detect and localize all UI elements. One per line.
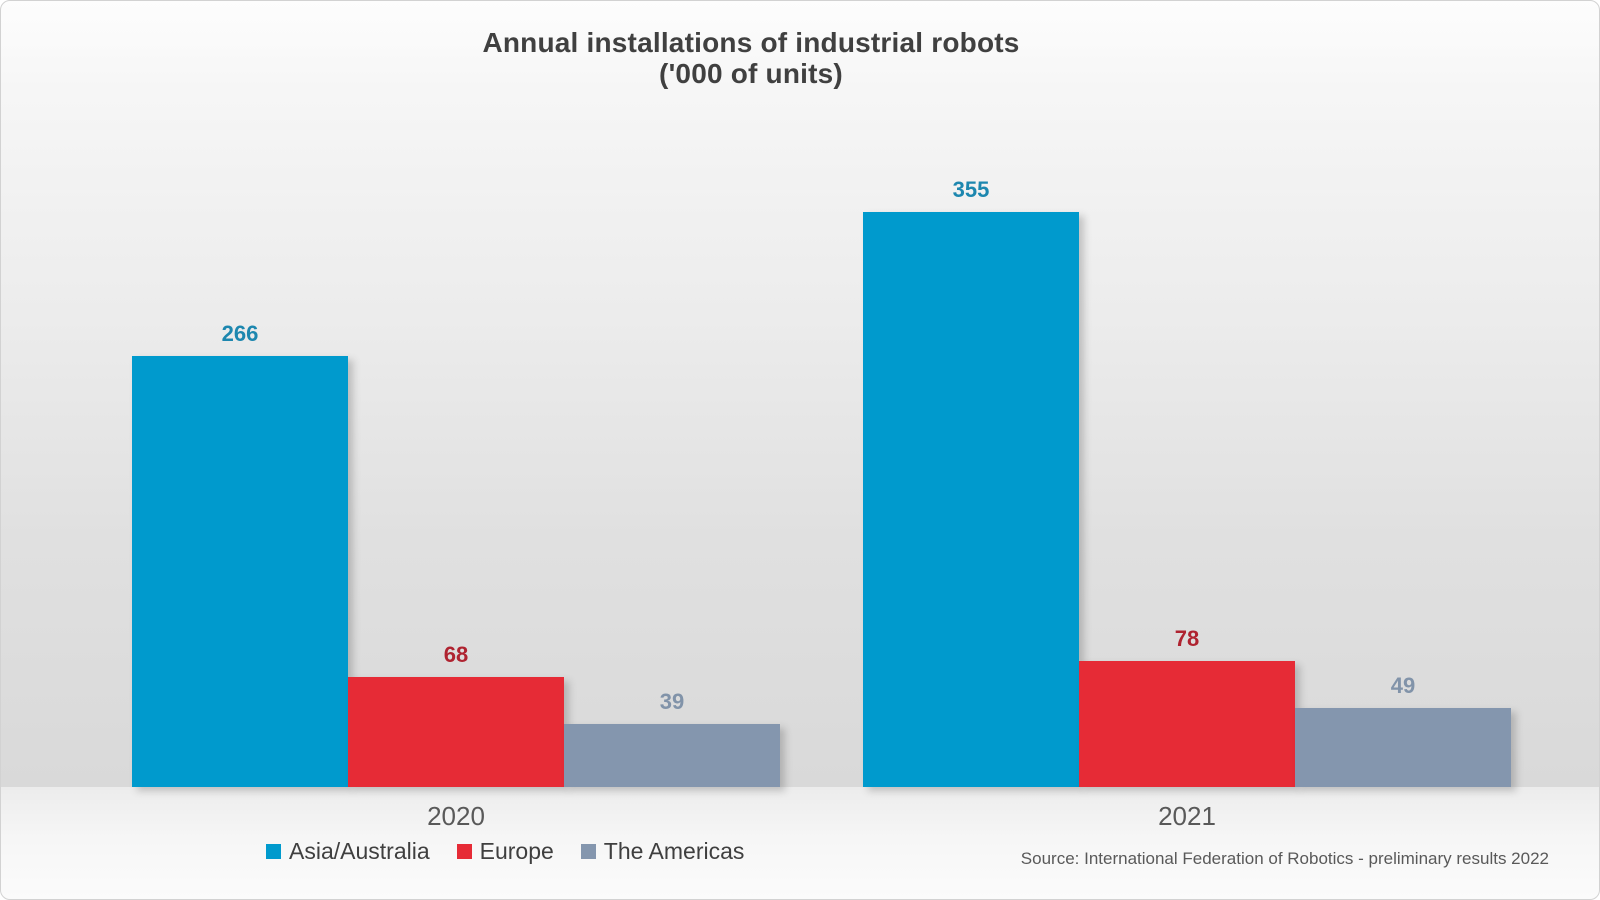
- value-label: 39: [659, 689, 685, 714]
- legend: Asia/Australia Europe The Americas: [266, 838, 744, 865]
- bar-2021-the-americas: [1295, 708, 1511, 787]
- plot-bottom-band: [1, 787, 1599, 899]
- legend-label: The Americas: [603, 838, 745, 864]
- legend-label: Asia/Australia: [289, 838, 430, 864]
- bar-2021-europe: [1079, 661, 1295, 787]
- legend-item-asia-australia: Asia/Australia: [266, 838, 430, 865]
- category-label-2020: 2020: [427, 801, 485, 831]
- legend-swatch-icon: [580, 844, 596, 859]
- chart-title: Annual installations of industrial robot…: [1, 27, 1501, 89]
- legend-label: Europe: [479, 838, 554, 864]
- source-note: Source: International Federation of Robo…: [1020, 849, 1549, 868]
- value-label: 355: [952, 177, 990, 202]
- value-label: 49: [1390, 673, 1416, 698]
- chart-title-line1: Annual installations of industrial robot…: [482, 27, 1020, 58]
- bar-2020-the-americas: [564, 724, 780, 787]
- bar-2021-asia-australia: [863, 212, 1079, 787]
- bar-2020-asia-australia: [132, 356, 348, 787]
- value-label: 78: [1174, 626, 1200, 651]
- legend-item-the-americas: The Americas: [580, 838, 745, 865]
- value-label: 266: [221, 321, 259, 346]
- legend-swatch-icon: [456, 844, 472, 859]
- chart-title-line2: ('000 of units): [659, 58, 843, 89]
- legend-swatch-icon: [266, 844, 281, 859]
- value-label: 68: [443, 642, 469, 667]
- legend-item-europe: Europe: [456, 838, 554, 865]
- category-label-2021: 2021: [1158, 801, 1216, 831]
- bar-2020-europe: [348, 677, 564, 787]
